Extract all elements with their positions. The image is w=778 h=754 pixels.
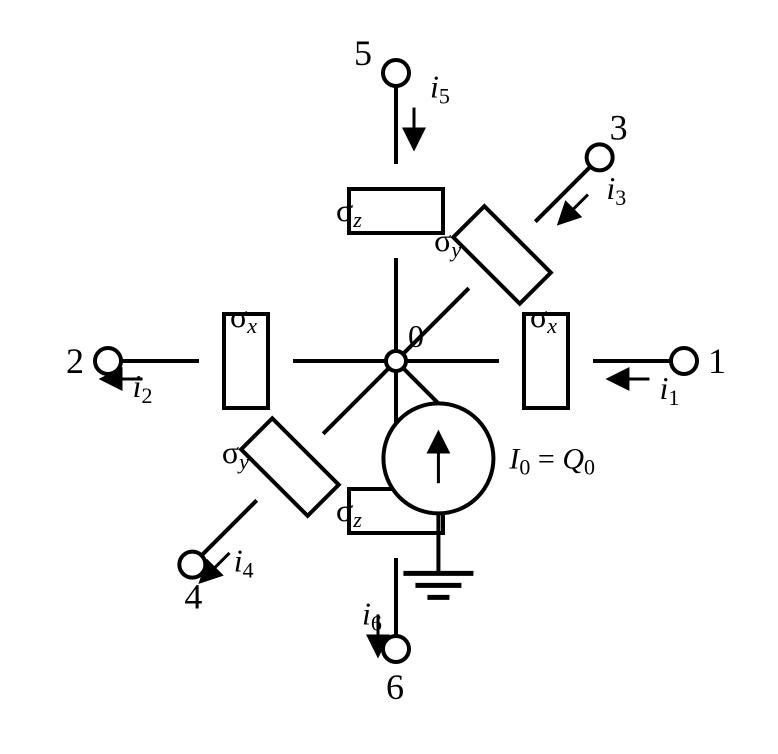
terminal-1: [671, 348, 697, 374]
svg-text:i6: i6: [362, 595, 382, 635]
svg-text:i4: i4: [234, 542, 254, 582]
circuit-diagram: σx1i1σx2i2σy3i3σy4i4σz5i5σz6i6I0 = Q00: [0, 0, 778, 754]
source-label: I0 = Q0: [508, 442, 595, 479]
svg-text:σx: σx: [530, 298, 557, 338]
svg-text:i2: i2: [133, 368, 153, 408]
terminal-6: [383, 636, 409, 662]
terminal-2: [95, 348, 121, 374]
terminal-label-4: 4: [184, 577, 202, 617]
terminal-4: [179, 552, 205, 578]
svg-text:σy: σy: [222, 434, 249, 474]
terminal-label-1: 1: [708, 341, 726, 381]
center-label: 0: [408, 318, 424, 354]
center-node: [386, 351, 406, 371]
svg-text:i5: i5: [430, 69, 450, 109]
terminal-label-2: 2: [66, 341, 84, 381]
terminal-label-6: 6: [386, 667, 404, 707]
terminal-label-3: 3: [610, 107, 628, 147]
terminal-5: [383, 60, 409, 86]
svg-text:σx: σx: [230, 298, 257, 338]
terminal-3: [587, 144, 613, 170]
svg-text:i3: i3: [606, 170, 626, 210]
terminal-label-5: 5: [354, 33, 372, 73]
svg-text:i1: i1: [659, 370, 679, 410]
